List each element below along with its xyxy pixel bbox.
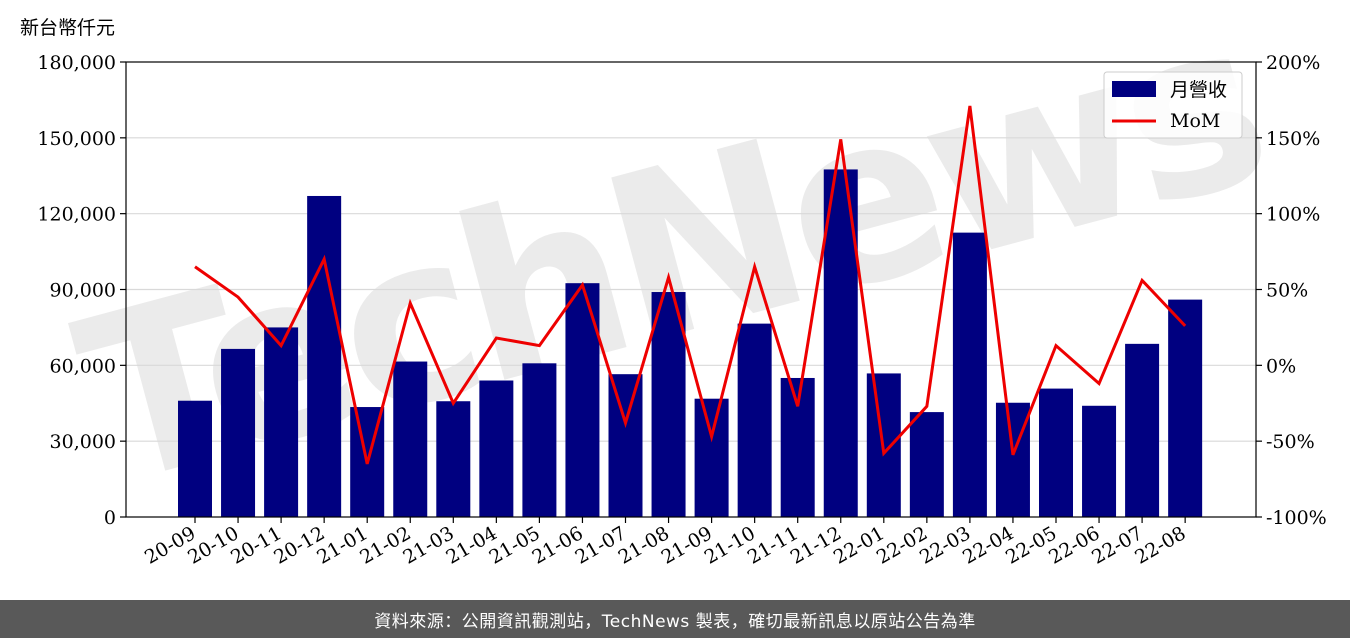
left-axis: 0 30,000 60,000 90,000 120,000 150,000 180,000 [37,52,126,529]
left-tick-label: 90,000 [50,280,116,302]
footer-text: 資料來源：公開資訊觀測站，TechNews 製表，確切最新訊息以原站公告為準 [374,611,976,632]
revenue-bar [393,361,428,517]
revenue-bar [995,402,1030,517]
mom-line-series [194,105,1187,465]
right-tick-label: 0% [1266,355,1296,377]
revenue-bar [307,195,342,517]
revenue-bar [264,327,299,517]
legend-label-revenue: 月營收 [1170,79,1227,101]
right-tick-label: -100% [1266,507,1327,529]
right-tick-label: -50% [1266,431,1315,453]
x-axis: 20-0920-1020-1120-1221-0121-0221-0321-04… [141,517,1190,569]
revenue-bar [1125,343,1160,517]
revenue-bar [1039,388,1073,517]
right-tick-label: 200% [1266,52,1320,74]
legend: 月營收 MoM [1103,71,1243,139]
right-tick-label: 50% [1266,280,1308,302]
revenue-bar [737,323,772,517]
right-axis: -100% -50% 0% 50% 100% 150% 200% [1256,52,1327,529]
revenue-bar [522,363,557,517]
mom-line [194,105,1187,465]
revenue-bar [694,398,729,517]
left-tick-label: 30,000 [50,431,116,453]
source-footer: 資料來源：公開資訊觀測站，TechNews 製表，確切最新訊息以原站公告為準 [0,600,1350,638]
bar-series [178,169,1203,518]
revenue-bar [221,348,256,517]
revenue-bar [608,374,643,517]
legend-label-mom: MoM [1170,110,1220,132]
revenue-bar [436,401,471,517]
left-tick-label: 60,000 [50,355,116,377]
revenue-bar [479,380,514,517]
left-tick-label: 180,000 [37,52,116,74]
x-tick-label: 22-08 [1131,522,1189,568]
left-tick-label: 150,000 [37,128,116,150]
legend-bar-swatch [1112,81,1156,97]
unit-label: 新台幣仟元 [20,17,115,39]
revenue-bar [1082,405,1117,517]
right-tick-label: 100% [1266,204,1320,226]
revenue-bar [952,232,987,517]
revenue-bar [651,292,686,517]
revenue-bar [1168,299,1203,517]
revenue-bar [909,412,944,517]
left-tick-label: 120,000 [37,204,116,226]
revenue-bar [178,400,212,517]
left-tick-label: 0 [104,507,116,529]
right-tick-label: 150% [1266,128,1320,150]
revenue-chart: TechNews 新台幣仟元 030,00060,00090,000120,00… [20,0,1327,569]
